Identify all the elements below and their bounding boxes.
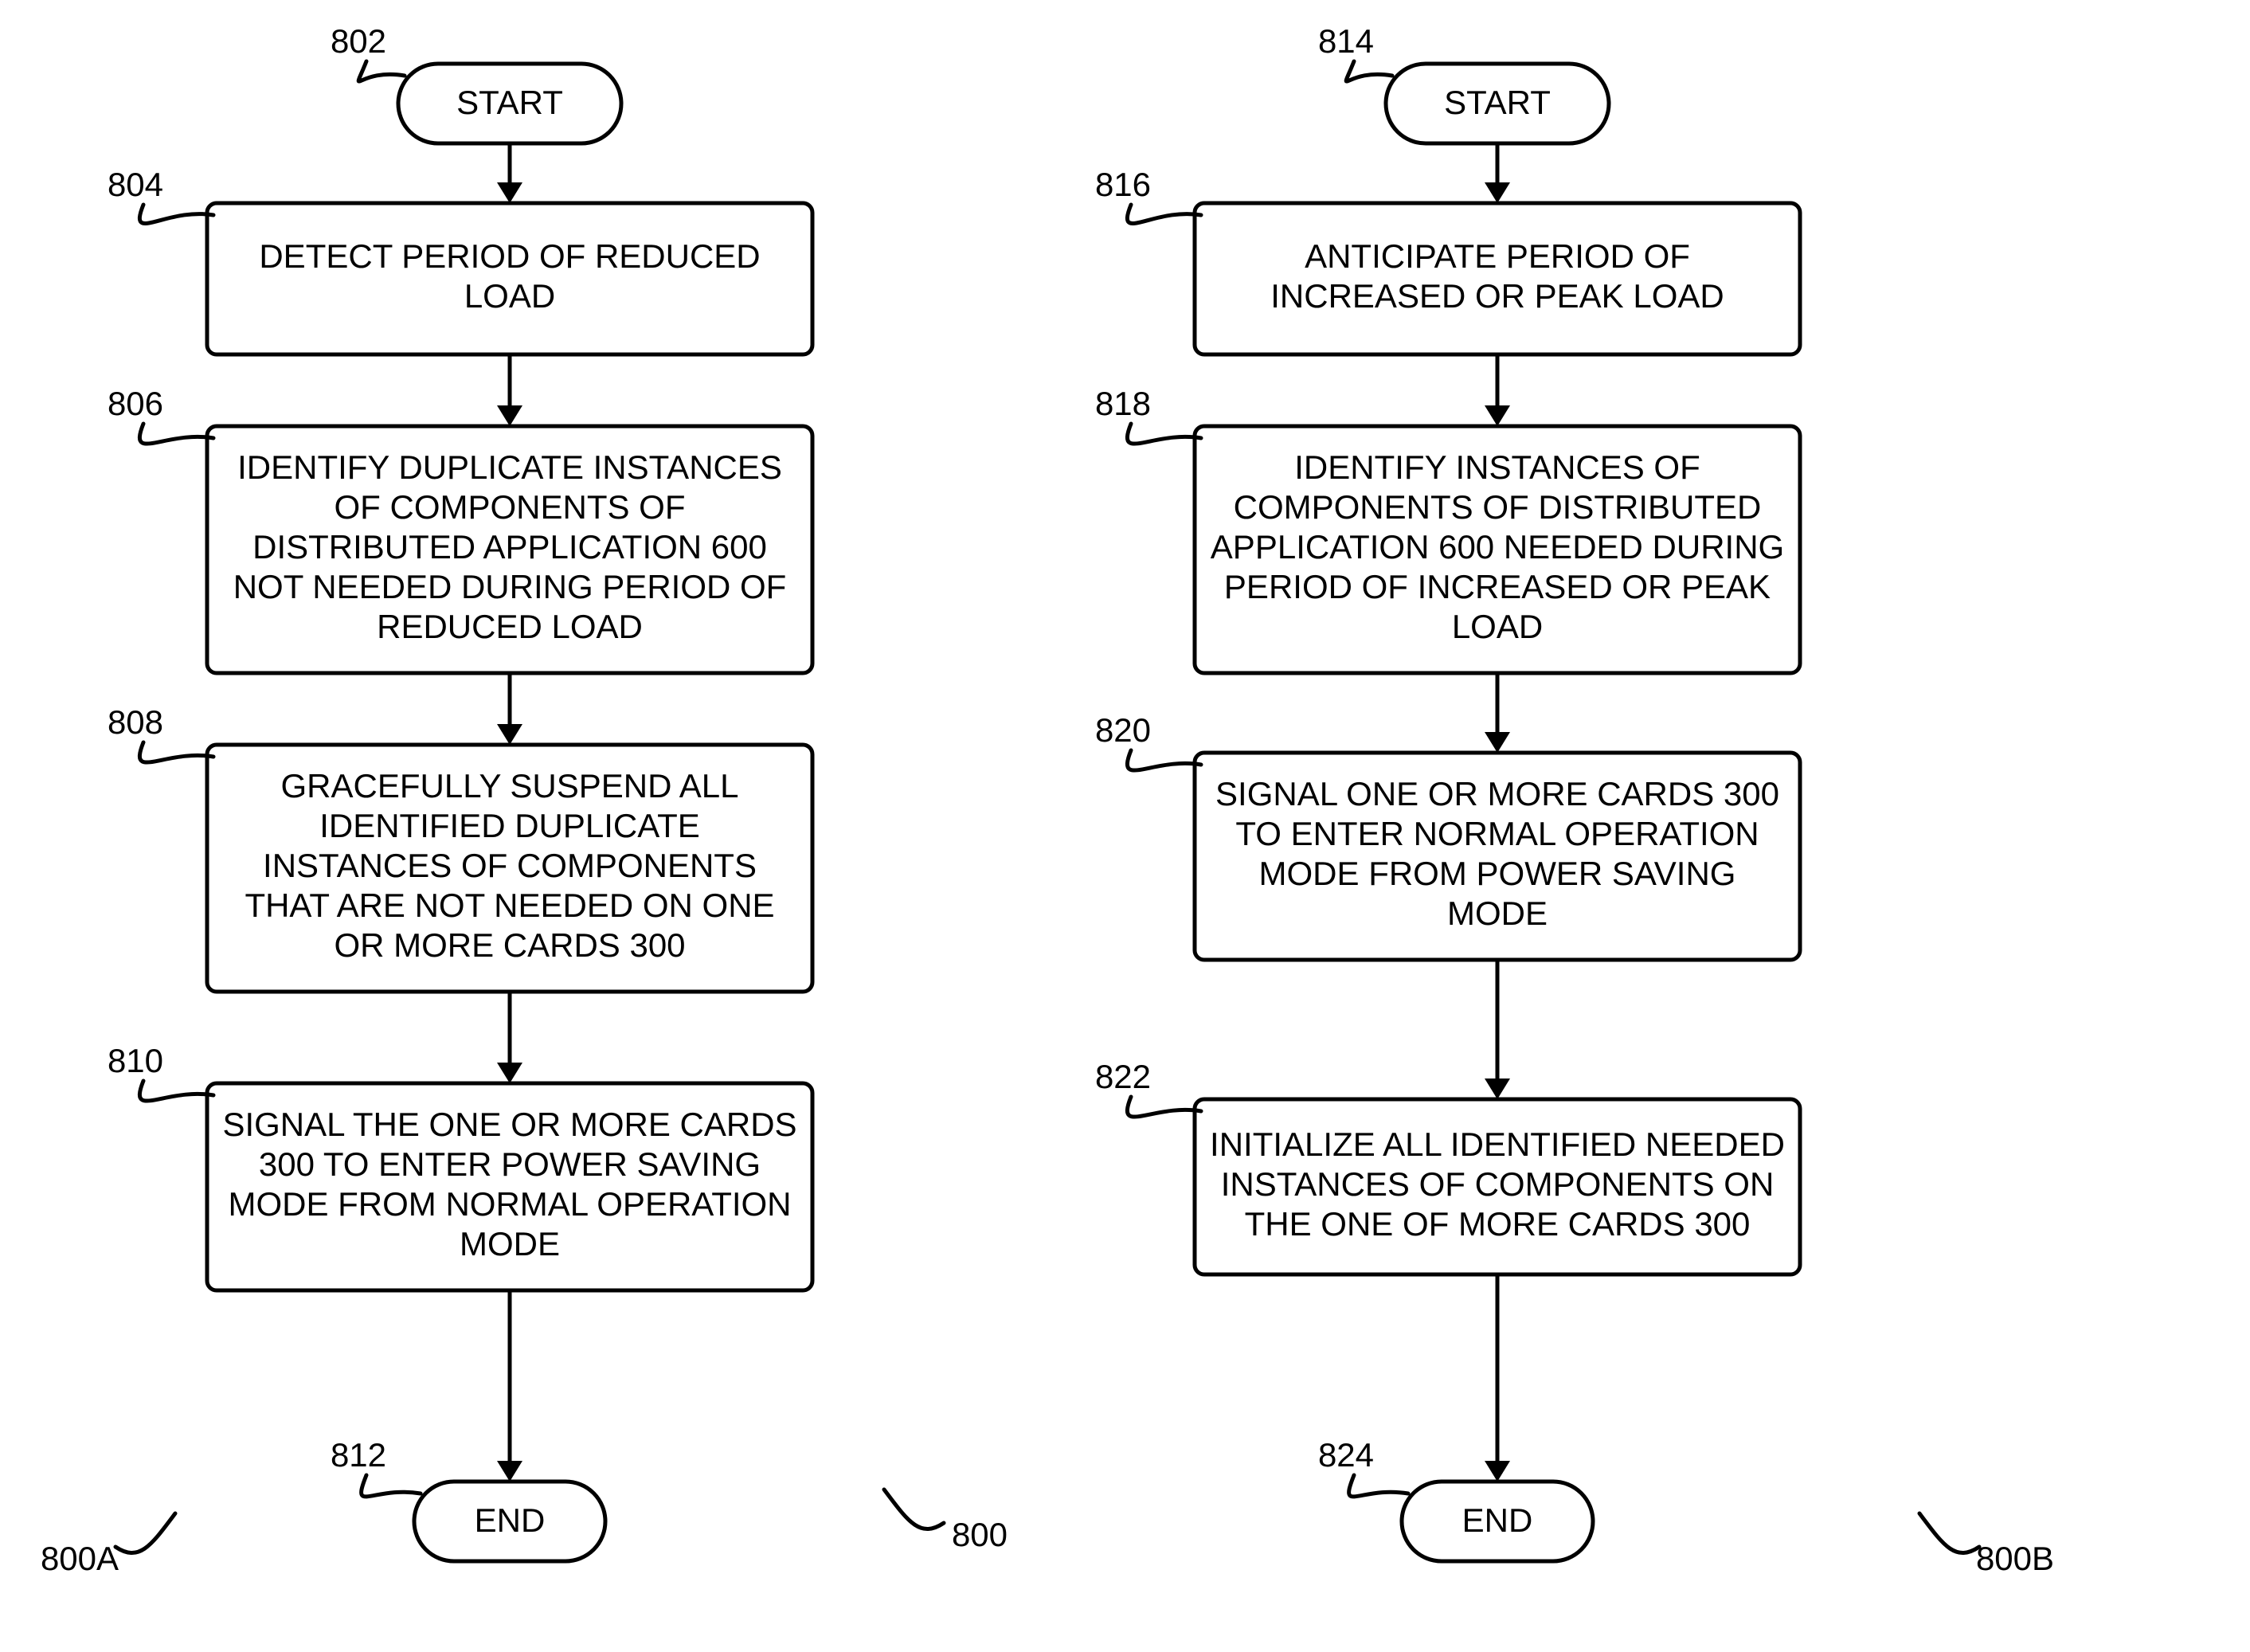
svg-text:OF COMPONENTS OF: OF COMPONENTS OF (335, 488, 686, 526)
svg-text:812: 812 (331, 1436, 386, 1474)
svg-text:THE ONE OF MORE CARDS 300: THE ONE OF MORE CARDS 300 (1245, 1205, 1751, 1243)
svg-text:MODE: MODE (1447, 895, 1548, 932)
svg-text:818: 818 (1095, 385, 1151, 422)
svg-text:PERIOD OF INCREASED OR PEAK: PERIOD OF INCREASED OR PEAK (1224, 568, 1771, 605)
svg-text:END: END (1462, 1501, 1533, 1539)
svg-text:SIGNAL THE ONE OR MORE CARDS: SIGNAL THE ONE OR MORE CARDS (222, 1106, 796, 1143)
svg-text:MODE: MODE (460, 1225, 560, 1262)
svg-text:MODE FROM POWER SAVING: MODE FROM POWER SAVING (1259, 855, 1736, 892)
svg-text:816: 816 (1095, 166, 1151, 203)
svg-text:810: 810 (108, 1042, 163, 1079)
svg-text:DETECT PERIOD OF REDUCED: DETECT PERIOD OF REDUCED (259, 237, 760, 275)
svg-text:INSTANCES OF COMPONENTS: INSTANCES OF COMPONENTS (263, 847, 757, 884)
svg-text:INCREASED OR PEAK LOAD: INCREASED OR PEAK LOAD (1270, 277, 1724, 315)
svg-text:300 TO ENTER POWER SAVING: 300 TO ENTER POWER SAVING (259, 1145, 761, 1183)
svg-text:800: 800 (952, 1516, 1008, 1553)
svg-text:824: 824 (1318, 1436, 1374, 1474)
svg-text:REDUCED LOAD: REDUCED LOAD (377, 608, 643, 645)
svg-text:START: START (456, 84, 563, 121)
svg-text:GRACEFULLY SUSPEND ALL: GRACEFULLY SUSPEND ALL (281, 767, 739, 804)
svg-text:END: END (475, 1501, 546, 1539)
svg-text:INSTANCES OF COMPONENTS ON: INSTANCES OF COMPONENTS ON (1221, 1165, 1775, 1203)
svg-text:START: START (1444, 84, 1551, 121)
svg-text:800B: 800B (1976, 1540, 2054, 1577)
svg-text:804: 804 (108, 166, 163, 203)
svg-text:INITIALIZE ALL IDENTIFIED NEED: INITIALIZE ALL IDENTIFIED NEEDED (1210, 1125, 1785, 1163)
svg-text:COMPONENTS OF DISTRIBUTED: COMPONENTS OF DISTRIBUTED (1234, 488, 1762, 526)
svg-text:814: 814 (1318, 22, 1374, 60)
svg-text:DISTRIBUTED APPLICATION 600: DISTRIBUTED APPLICATION 600 (252, 528, 767, 566)
svg-text:OR MORE CARDS 300: OR MORE CARDS 300 (334, 926, 685, 964)
svg-text:822: 822 (1095, 1058, 1151, 1095)
svg-text:APPLICATION 600 NEEDED DURING: APPLICATION 600 NEEDED DURING (1211, 528, 1784, 566)
svg-text:800A: 800A (41, 1540, 119, 1577)
svg-text:LOAD: LOAD (1452, 608, 1543, 645)
svg-text:SIGNAL ONE OR MORE CARDS 300: SIGNAL ONE OR MORE CARDS 300 (1215, 775, 1779, 812)
svg-text:IDENTIFY DUPLICATE INSTANCES: IDENTIFY DUPLICATE INSTANCES (237, 448, 782, 486)
svg-text:TO ENTER NORMAL OPERATION: TO ENTER NORMAL OPERATION (1235, 815, 1759, 852)
svg-text:THAT ARE NOT NEEDED ON ONE: THAT ARE NOT NEEDED ON ONE (245, 887, 774, 924)
svg-text:802: 802 (331, 22, 386, 60)
svg-text:LOAD: LOAD (464, 277, 555, 315)
svg-text:NOT NEEDED DURING PERIOD OF: NOT NEEDED DURING PERIOD OF (233, 568, 787, 605)
svg-text:808: 808 (108, 703, 163, 741)
svg-text:820: 820 (1095, 711, 1151, 749)
svg-text:IDENTIFY INSTANCES OF: IDENTIFY INSTANCES OF (1294, 448, 1700, 486)
svg-text:ANTICIPATE PERIOD OF: ANTICIPATE PERIOD OF (1305, 237, 1690, 275)
svg-text:MODE FROM NORMAL OPERATION: MODE FROM NORMAL OPERATION (228, 1185, 791, 1223)
svg-text:806: 806 (108, 385, 163, 422)
svg-text:IDENTIFIED DUPLICATE: IDENTIFIED DUPLICATE (319, 807, 700, 844)
